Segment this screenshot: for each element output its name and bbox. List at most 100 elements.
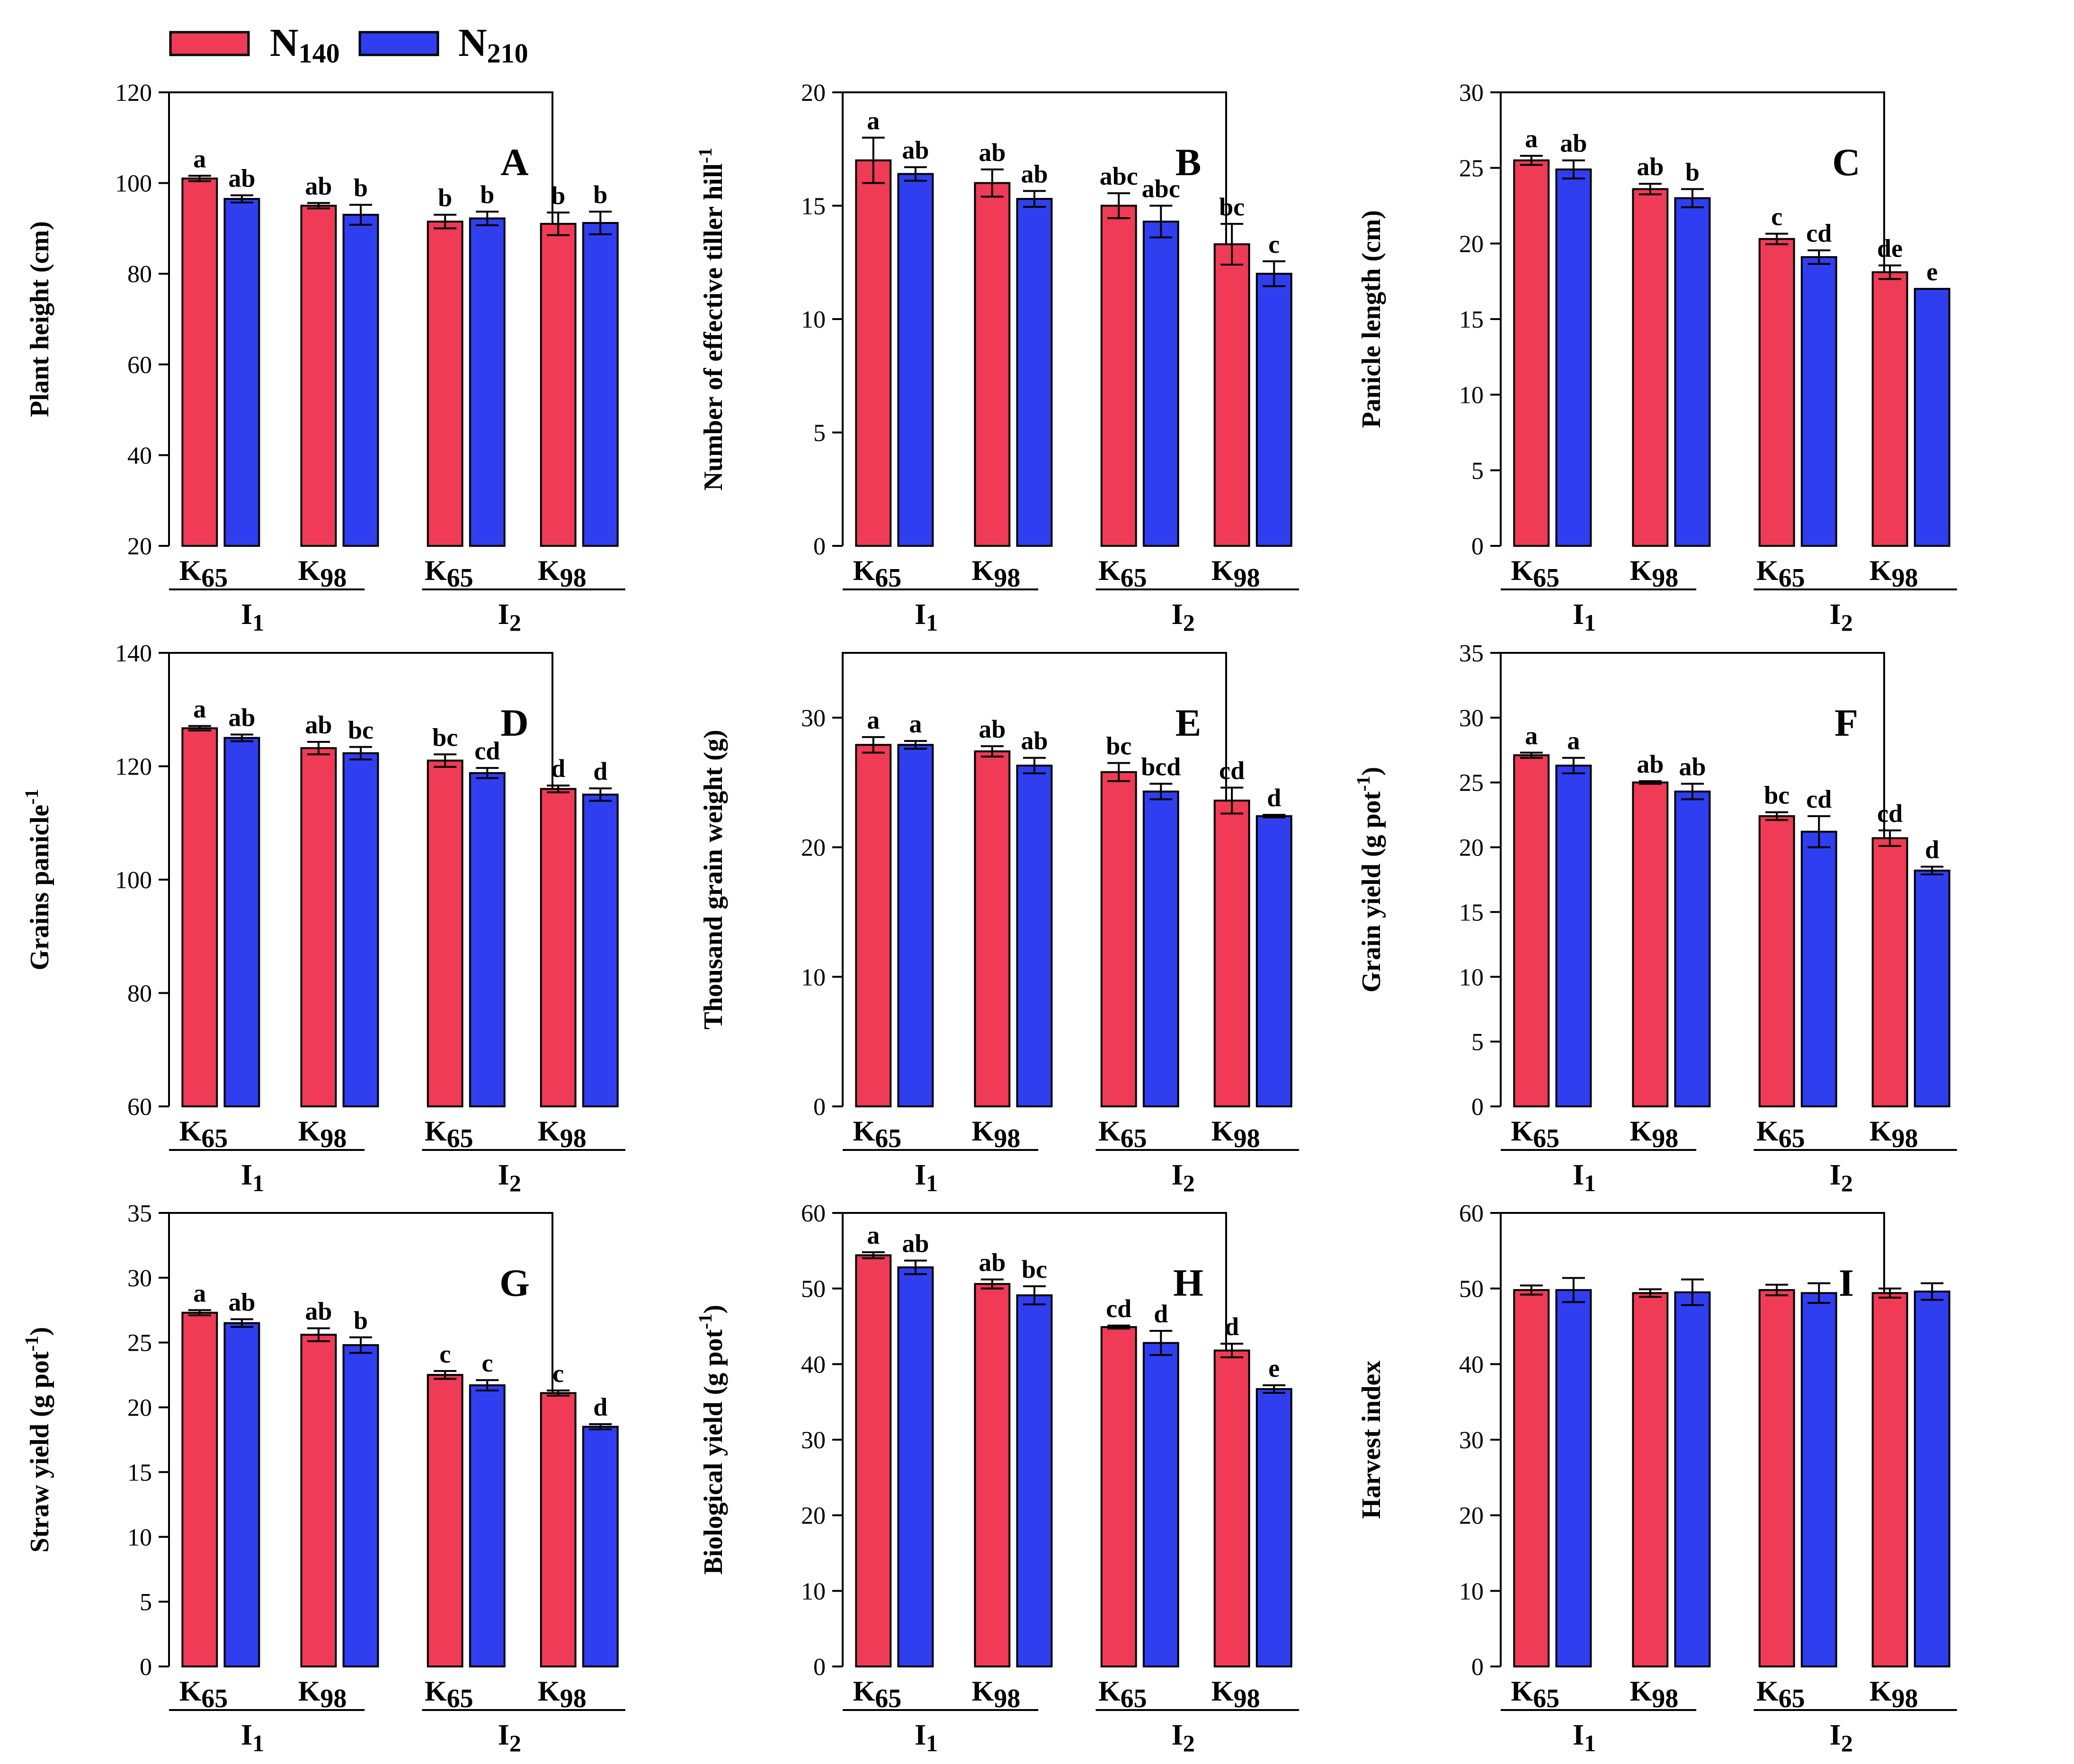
panel-a-ytick-label: 40 [127,442,152,469]
panel-h-ytick-label: 40 [801,1351,826,1378]
panel-d-ylabel-text: Grains panicle [25,805,54,971]
panel-a-ytick-label: 60 [127,352,152,379]
panel-e-ytick-label: 0 [813,1094,826,1121]
panel-e-bar-n210-g3 [1142,790,1179,1107]
panel-c-irrigation-label-main: I [1573,598,1584,631]
panel-b-sig-letter: a [867,107,880,135]
panel-f-group-label-sub: 98 [1652,1124,1678,1153]
panel-b-sig-letter: ab [902,136,929,164]
panel-h-group-label-sub: 98 [1234,1684,1260,1713]
panel-e-group-label-sub: 65 [875,1124,901,1153]
panel-g-group-label-main: K [179,1675,202,1707]
panel-g-sig-letter: a [193,1279,206,1307]
panel-a-sig-letter: a [193,144,206,173]
panel-g-ylabel-sup: -1 [21,1336,42,1351]
panel-e-bar-n210-g2 [1016,765,1053,1108]
panel-e-irrigation-label: I2 [1172,1159,1195,1196]
panel-h-bar-n210-g1 [897,1266,934,1667]
panel-i-irrigation-label-sub: 2 [1841,1730,1853,1756]
panel-b-irrigation-label-main: I [1172,598,1183,631]
panel-i-group-label-main: K [1511,1675,1533,1707]
panel-c-bar-n210-g1 [1555,168,1592,547]
panel-g-sig-letter: b [354,1306,368,1335]
panel-d-bar-n140-g2 [300,747,337,1108]
panel-e-irrigation-label: I1 [915,1159,938,1196]
panel-h-sig-letter: a [867,1221,880,1249]
panel-e-irrigation-label-sub: 2 [1183,1170,1195,1196]
panel-h-group-label-main: K [1098,1675,1121,1707]
panel-b-group-label-sub: 98 [994,563,1020,593]
panel-c-bar-n140-g1 [1513,159,1550,547]
panel-f-group-label: K98 [1630,1115,1679,1153]
panel-g-group-label: K98 [298,1675,347,1713]
panel-d-irrigation-label: I2 [498,1159,521,1196]
panel-b-irrigation-label-sub: 1 [926,609,938,636]
panel-b-letter: B [1175,141,1202,184]
panel-d-sig-letter: d [551,754,565,783]
panel-g-irrigation-label: I2 [498,1719,521,1756]
panel-b-group-label: K98 [972,555,1021,593]
panel-c-bar-n210-g3 [1800,256,1837,547]
panel-f-irrigation-label-sub: 1 [1584,1170,1596,1196]
panel-i-irrigation-label-main: I [1830,1719,1841,1751]
panel-d-ylabel: Grains panicle-1 [21,789,54,970]
panel-g-group-label: K65 [425,1675,473,1713]
panel-d-sig-letter: ab [228,703,255,731]
panel-f-sig-letter: a [1567,727,1580,755]
panel-g-bar-n210-g3 [469,1384,506,1668]
legend: N140 N210 [169,21,528,69]
panel-g-ytick-label: 35 [127,1200,152,1227]
panel-a-group-label-main: K [425,555,447,586]
panel-c-group-label-main: K [1756,555,1779,586]
panel-b-ytick-label: 20 [801,80,826,107]
panel-a-letter: A [500,141,528,184]
panel-c-bar-n210-g4 [1914,288,1950,547]
panel-b-group-label: K65 [853,555,902,593]
panel-c-ylabel-text: Panicle length (cm) [1357,210,1386,428]
panel-d-irrigation-label-main: I [498,1159,509,1191]
panel-b-group-label-main: K [1098,555,1121,586]
panel-d-ytick-label: 80 [127,980,152,1007]
panel-i-irrigation-label-sub: 1 [1584,1730,1596,1756]
panel-c-sig-letter: c [1771,203,1782,231]
panel-h-ytick-label: 50 [801,1276,826,1303]
panel-a-sig-letter: b [593,180,607,209]
panel-f-group-label-main: K [1869,1115,1892,1147]
panel-d-irrigation-label-main: I [241,1159,252,1191]
panel-b-sig-letter: ab [1021,160,1048,188]
panel-i-group-label-sub: 65 [1779,1684,1805,1713]
panel-e-ylabel-text: Thousand grain weight (g) [699,730,728,1029]
panel-f-bar-n140-g3 [1758,815,1795,1107]
panel-h-ylabel: Biological yield (g pot-1) [694,1305,728,1575]
panel-b-irrigation-label-sub: 2 [1183,609,1195,636]
panel-e-irrigation-label-sub: 1 [926,1170,938,1196]
panel-f-group-label-sub: 98 [1892,1124,1918,1153]
panel-h-irrigation-label: I1 [915,1719,938,1756]
panel-c-bar-n210-g2 [1674,197,1711,547]
panel-b-bar-n140-g2 [974,182,1011,547]
panel-f-bar-n210-g2 [1674,790,1711,1107]
panel-i-bar-n210-g1 [1555,1289,1592,1668]
panel-h-sig-letter: ab [979,1248,1006,1277]
panel-e-sig-letter: bc [1106,732,1131,760]
panel-e-bar-n210-g4 [1255,815,1292,1107]
panel-g-group-label-sub: 98 [320,1684,347,1713]
panel-d-bar-n140-g1 [181,727,218,1107]
panel-f-bar-n210-g4 [1914,869,1950,1107]
panel-a-bar-n210-g4 [582,222,619,547]
panel-h-letter: H [1173,1261,1203,1304]
panel-a-irrigation-label-main: I [241,598,252,631]
panel-b-group-label-sub: 65 [1121,563,1147,593]
panel-g-bar-n140-g2 [300,1334,337,1668]
panel-d-bar-n210-g4 [582,793,619,1107]
panel-e-irrigation-label-main: I [1172,1159,1183,1191]
panel-g-group-label: K98 [538,1675,587,1713]
panel-b-sig-letter: ab [979,138,1006,167]
panel-f-sig-letter: ab [1637,750,1664,778]
panel-c-group-label-sub: 98 [1652,563,1678,593]
panel-h-ytick-label: 20 [801,1503,826,1530]
panel-f-ytick-label: 10 [1459,964,1484,991]
panel-a-bar-n210-g1 [223,198,260,547]
